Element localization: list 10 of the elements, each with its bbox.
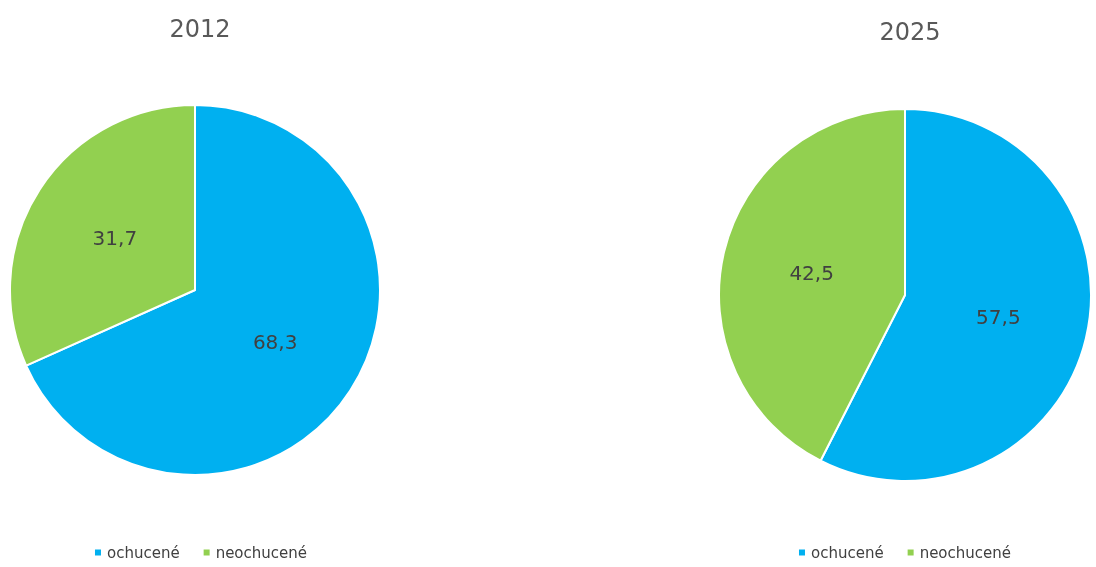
- legend-label: ochucené: [106, 543, 180, 562]
- legend-label: neochucené: [919, 543, 1012, 562]
- chart-title: 2025: [879, 18, 941, 46]
- data-label: 31,7: [92, 226, 138, 251]
- chart-title: 2012: [169, 15, 231, 43]
- data-label: 68,3: [252, 329, 298, 354]
- data-label: 42,5: [789, 260, 834, 285]
- legend-label: ochucené: [810, 543, 884, 562]
- legend-label: neochucené: [215, 543, 308, 562]
- data-label: 57,5: [976, 305, 1021, 330]
